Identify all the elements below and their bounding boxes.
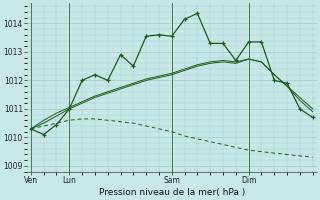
X-axis label: Pression niveau de la mer( hPa ): Pression niveau de la mer( hPa ) <box>99 188 245 197</box>
